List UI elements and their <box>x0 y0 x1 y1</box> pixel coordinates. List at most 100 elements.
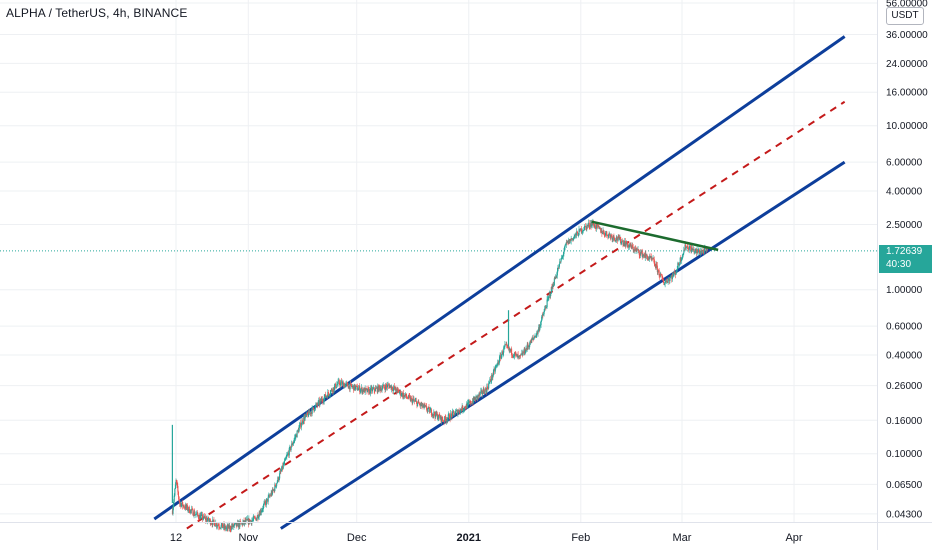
candle-body <box>567 240 569 244</box>
candle-body <box>511 354 513 356</box>
candle-body <box>523 352 525 354</box>
candle-body <box>209 519 211 521</box>
candle-body <box>478 393 480 397</box>
lower-channel-line[interactable] <box>279 160 846 530</box>
time-axis[interactable]: 12 Nov Dec 2021 Feb Mar Apr <box>0 522 932 545</box>
candle-body <box>386 386 388 388</box>
candle-body <box>227 525 229 529</box>
candle-body <box>556 271 558 276</box>
candle-body <box>426 406 428 410</box>
candle-body <box>644 256 646 258</box>
candle-body <box>693 249 695 253</box>
candle-body <box>567 240 569 243</box>
candle-body <box>438 414 440 419</box>
candle-body <box>383 384 385 387</box>
candle-body <box>221 523 223 526</box>
candle-body <box>385 384 387 390</box>
candle-body <box>244 520 246 523</box>
candle-body <box>470 401 472 405</box>
candle-body <box>322 400 324 402</box>
candle-body <box>585 226 587 230</box>
candle-body <box>450 413 452 420</box>
candle-body <box>556 275 558 277</box>
candle-body <box>561 256 563 258</box>
candle-body <box>595 227 597 229</box>
candle-body <box>633 249 636 252</box>
candle-body <box>355 386 357 390</box>
candle-body <box>305 414 307 417</box>
price-tick-label: 0.60000 <box>886 322 923 333</box>
candle-body <box>623 242 625 246</box>
candle-body <box>268 495 270 497</box>
upper-channel-line[interactable] <box>153 35 846 521</box>
candle-body <box>198 517 200 519</box>
currency-button[interactable]: USDT <box>886 7 924 25</box>
candle-body <box>609 233 611 235</box>
candle-body <box>651 258 653 260</box>
price-tick-label: 0.04300 <box>886 509 923 520</box>
candle-body <box>680 257 682 262</box>
candle-body <box>429 410 431 413</box>
candle-body <box>333 386 336 391</box>
channel-midline[interactable] <box>186 100 846 530</box>
candle-body <box>661 275 663 279</box>
price-tick-label: 10.00000 <box>886 121 928 132</box>
symbol-title[interactable]: ALPHA / TetherUS, 4h, BINANCE <box>6 6 188 20</box>
candle-body <box>602 230 604 234</box>
descending-resistance-line[interactable] <box>591 220 719 252</box>
candle-body <box>338 380 340 384</box>
candle-body <box>435 411 437 418</box>
candle-body <box>234 523 236 525</box>
candle-body <box>301 420 303 425</box>
candle-body <box>259 513 261 516</box>
candle-body <box>573 237 575 240</box>
candle-body <box>668 278 670 280</box>
candle-body <box>668 278 670 281</box>
candle-body <box>511 348 513 355</box>
candle-body <box>233 523 236 526</box>
candle-body <box>412 399 414 401</box>
candle-body <box>323 401 325 403</box>
candle-body <box>211 523 213 525</box>
candle-body <box>692 249 694 250</box>
candle-body <box>282 465 284 469</box>
candle-body <box>483 392 486 394</box>
candle-body <box>176 482 178 486</box>
candle-body <box>244 520 246 524</box>
candle-body <box>659 273 661 277</box>
candle-body <box>606 235 608 236</box>
candle-body <box>195 513 198 515</box>
candle-body <box>421 405 423 406</box>
candle-body <box>436 413 439 420</box>
candle-body <box>347 386 349 389</box>
candle-body <box>383 386 386 388</box>
candle-body <box>573 236 575 238</box>
candle-body <box>267 498 269 502</box>
candle-body <box>615 236 617 241</box>
candle-body <box>594 224 596 228</box>
candle-body <box>409 396 411 397</box>
trend-drawings[interactable] <box>153 35 846 530</box>
price-axis[interactable]: 56.00000 36.00000 24.00000 16.00000 10.00000… <box>877 0 929 550</box>
candle-body <box>273 489 275 491</box>
candle-body <box>262 505 264 510</box>
candle-body <box>359 390 361 393</box>
candle-body <box>357 389 359 391</box>
candle-body <box>706 247 708 251</box>
candle-body <box>329 395 331 396</box>
candle-body <box>312 407 314 410</box>
candle-body <box>474 398 476 400</box>
candle-body <box>326 395 328 397</box>
candle-body <box>540 321 542 326</box>
candle-body <box>635 248 637 251</box>
candle-body <box>297 430 299 433</box>
candle-body <box>620 236 622 244</box>
candle-body <box>294 437 296 439</box>
candle-body <box>518 356 520 357</box>
candle-body <box>609 234 611 238</box>
candle-body <box>332 390 334 393</box>
candle-body <box>274 484 276 487</box>
candle-body <box>448 414 450 416</box>
